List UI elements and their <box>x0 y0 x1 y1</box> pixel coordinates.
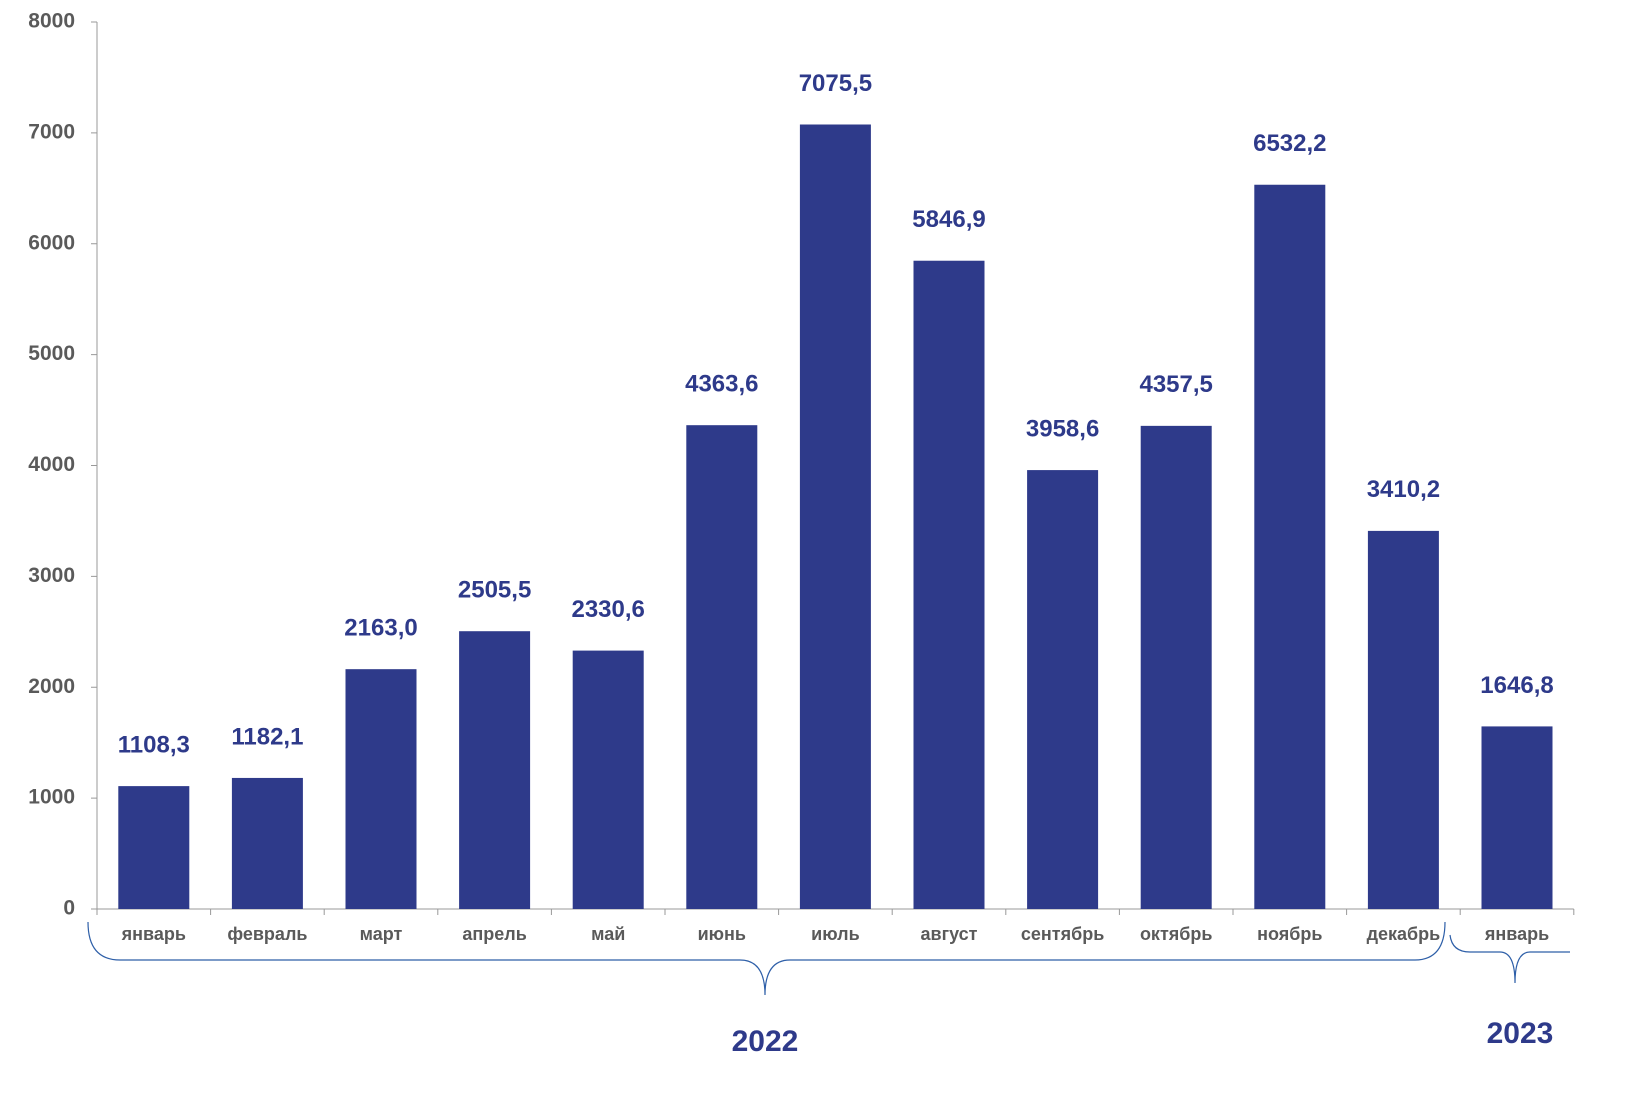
value-label: 1646,8 <box>1480 672 1553 699</box>
value-label: 2505,5 <box>458 577 531 604</box>
x-tick-label: май <box>591 924 625 944</box>
value-label: 1182,1 <box>231 723 303 750</box>
bar <box>231 777 303 909</box>
year-brace <box>87 921 1446 996</box>
value-label: 5846,9 <box>912 206 985 233</box>
value-label: 4363,6 <box>685 371 758 398</box>
x-tick-label: сентябрь <box>1021 924 1104 944</box>
y-tick-label: 8000 <box>28 10 75 33</box>
bar <box>459 631 531 909</box>
y-tick-label: 2000 <box>28 675 75 698</box>
bar <box>572 650 644 909</box>
bar <box>345 669 417 909</box>
x-tick-label: январь <box>1484 924 1549 944</box>
y-tick-label: 4000 <box>28 453 75 476</box>
bar <box>686 425 758 909</box>
x-tick-label: март <box>360 924 403 944</box>
y-tick-label: 1000 <box>28 786 75 809</box>
value-label: 3410,2 <box>1367 476 1440 503</box>
bar <box>799 124 871 910</box>
bar <box>1140 425 1212 909</box>
value-label: 7075,5 <box>799 70 872 97</box>
bar <box>118 786 190 909</box>
bar <box>1481 726 1553 909</box>
value-label: 4357,5 <box>1139 371 1212 398</box>
y-tick-label: 6000 <box>28 231 75 254</box>
value-label: 2330,6 <box>571 596 644 623</box>
bar <box>1367 530 1439 909</box>
value-label: 1108,3 <box>118 731 190 758</box>
year-label: 2023 <box>1487 1017 1554 1050</box>
x-tick-label: июнь <box>698 924 746 944</box>
y-tick-label: 3000 <box>28 564 75 587</box>
bar <box>1254 184 1326 910</box>
year-label: 2022 <box>732 1025 799 1058</box>
x-tick-label: июль <box>811 924 860 944</box>
year-brace <box>1449 934 1570 984</box>
value-label: 2163,0 <box>344 615 417 642</box>
x-tick-label: октябрь <box>1140 924 1213 944</box>
value-label: 6532,2 <box>1253 130 1326 157</box>
value-label: 3958,6 <box>1026 415 1099 442</box>
bar <box>1027 470 1099 909</box>
x-tick-label: декабрь <box>1367 924 1441 944</box>
x-tick-label: ноябрь <box>1257 924 1322 944</box>
bar <box>913 260 985 909</box>
x-tick-label: апрель <box>462 924 526 944</box>
y-tick-label: 0 <box>63 897 75 920</box>
x-tick-label: февраль <box>227 924 307 944</box>
y-tick-label: 7000 <box>28 120 75 143</box>
x-tick-label: август <box>921 924 978 944</box>
y-tick-label: 5000 <box>28 342 75 365</box>
x-tick-label: январь <box>121 924 186 944</box>
